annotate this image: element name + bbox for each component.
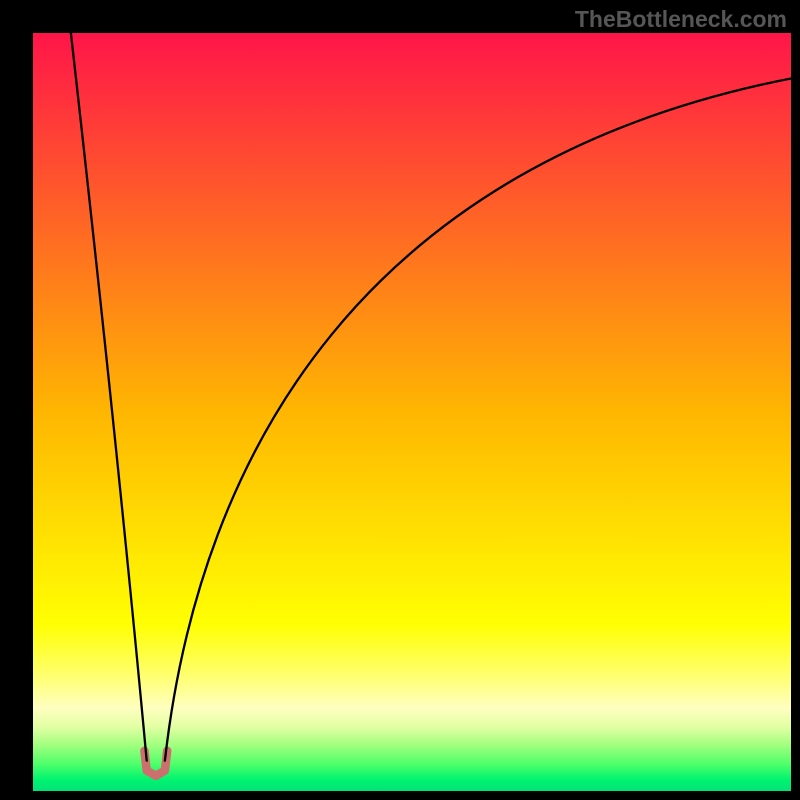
watermark-text: TheBottleneck.com [575,6,787,33]
plot-background [33,33,791,791]
plot-area [33,33,791,791]
figure-outer: TheBottleneck.com [0,0,800,800]
